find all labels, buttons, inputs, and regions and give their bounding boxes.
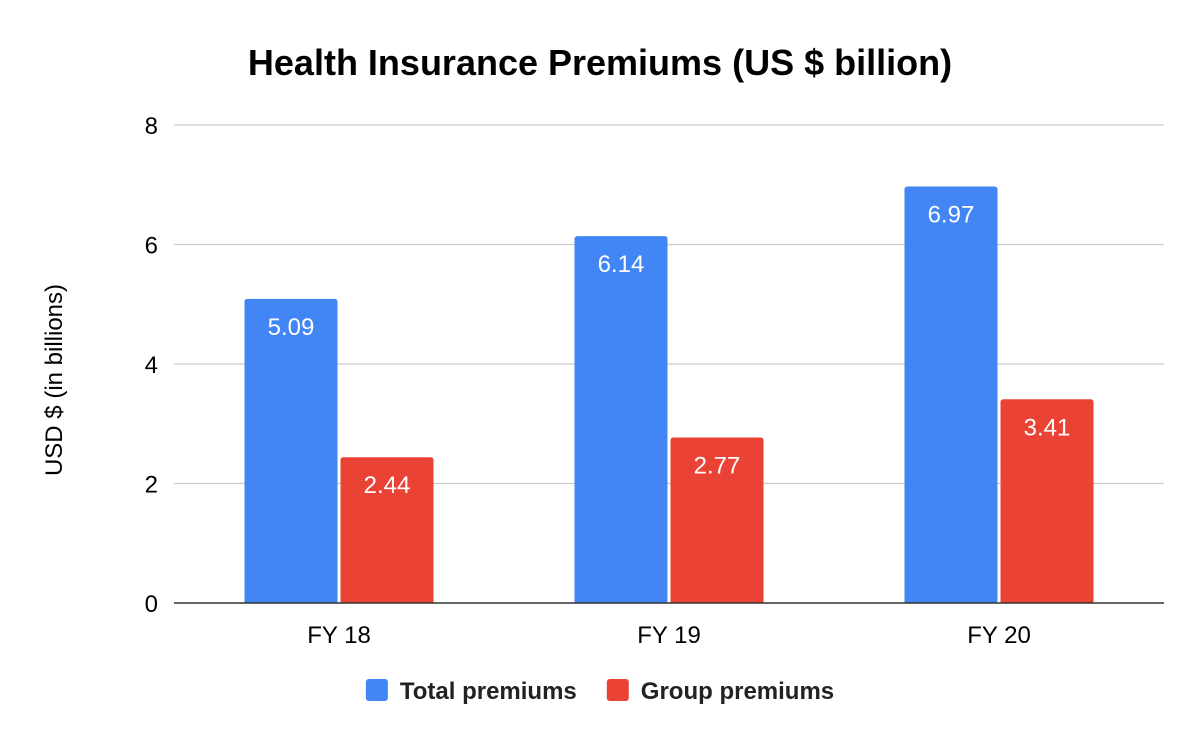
legend-label-total: Total premiums [400, 678, 577, 705]
bar-total-fy20 [904, 186, 998, 604]
data-label: 2.44 [364, 472, 411, 499]
gridlines [174, 124, 1164, 485]
bars [244, 186, 1094, 604]
x-tick-label: FY 18 [307, 622, 371, 649]
y-tick-label: 0 [145, 591, 158, 618]
x-tick-label: FY 20 [967, 622, 1031, 649]
data-label: 2.77 [694, 452, 741, 479]
chart-title: Health Insurance Premiums (US $ billion) [248, 42, 952, 83]
y-tick-label: 8 [145, 113, 158, 140]
legend-swatch-group [606, 679, 629, 701]
data-label: 5.09 [268, 314, 315, 341]
y-tick-label: 4 [145, 352, 158, 379]
y-tick-label: 6 [145, 233, 158, 260]
bar-total-fy18 [244, 298, 338, 603]
bar-group-fy18 [340, 457, 434, 603]
x-tick-label: FY 19 [637, 622, 701, 649]
data-label: 6.14 [598, 251, 645, 278]
y-tick-label: 2 [145, 472, 158, 499]
data-labels: 5.09 2.44 6.14 2.77 6.97 3.41 [268, 202, 1071, 500]
bar-total-fy19 [574, 236, 668, 603]
data-label: 6.97 [928, 202, 975, 229]
data-label: 3.41 [1024, 414, 1071, 441]
legend-swatch-total [365, 679, 388, 701]
bar-group-fy20 [1000, 399, 1094, 603]
legend-label-group: Group premiums [641, 678, 834, 705]
bar-group-fy19 [670, 437, 764, 603]
x-axis-ticks: FY 18 FY 19 FY 20 [307, 622, 1031, 649]
y-axis-label: USD $ (in billions) [41, 284, 68, 476]
legend: Total premiums Group premiums [365, 678, 834, 705]
y-axis-ticks: 0 2 4 6 8 [145, 113, 158, 618]
